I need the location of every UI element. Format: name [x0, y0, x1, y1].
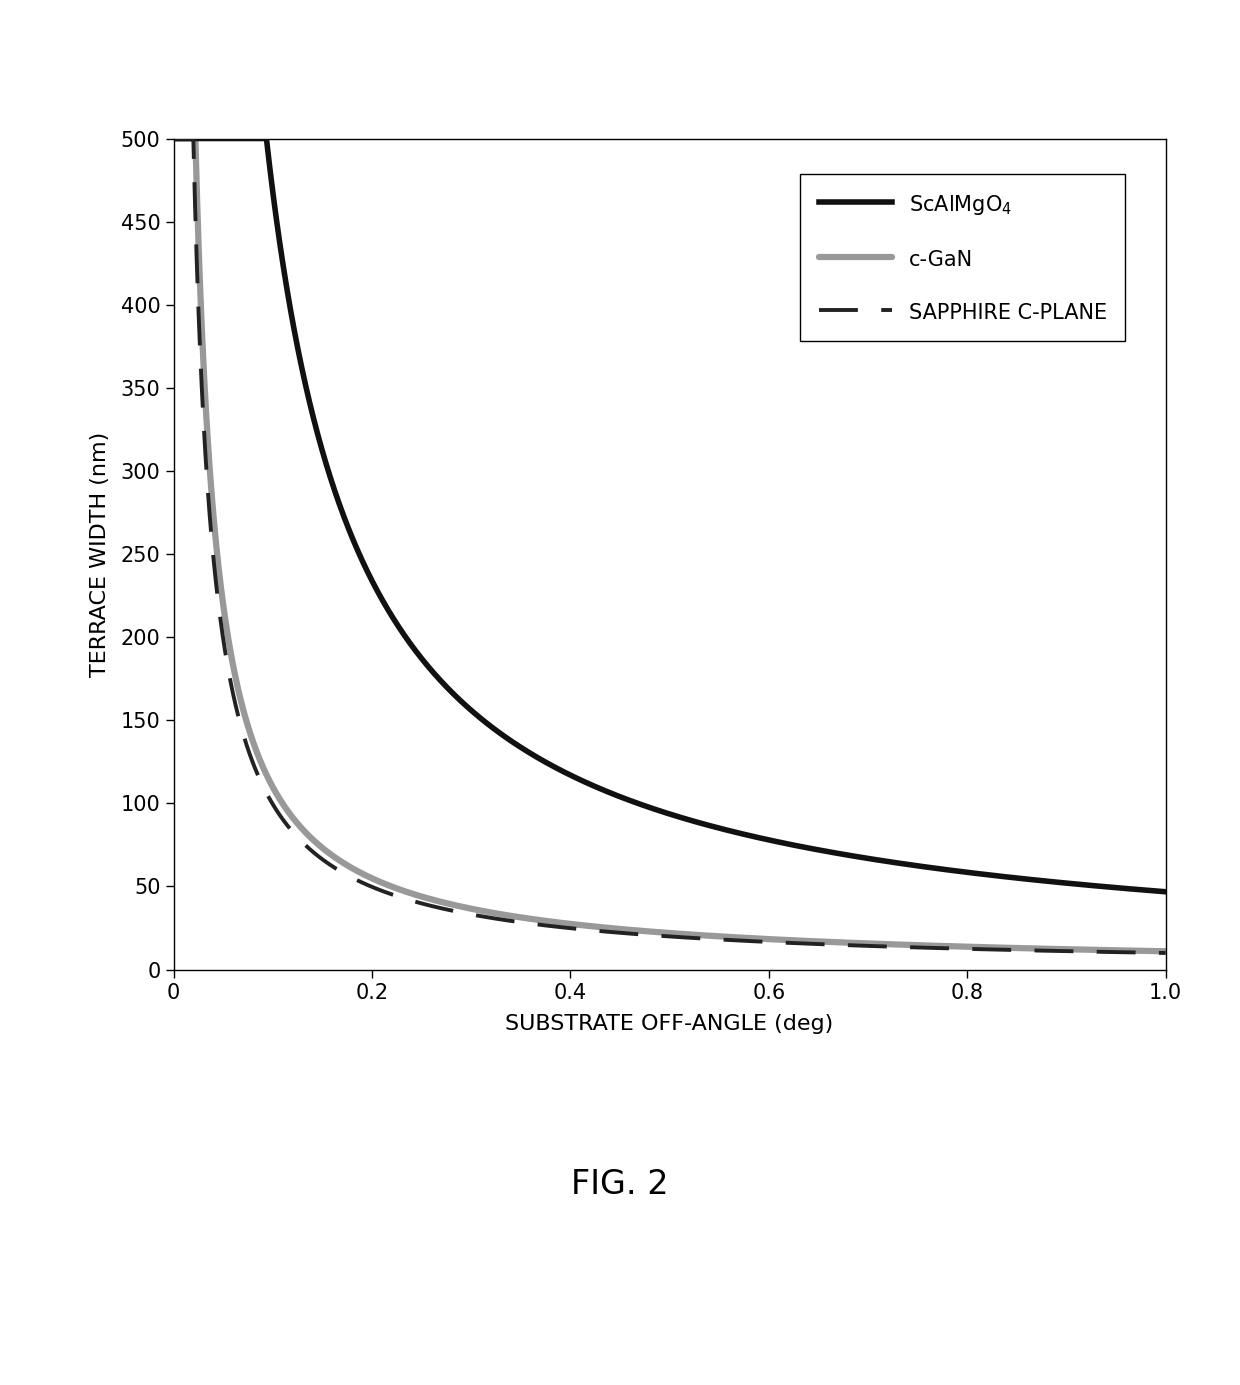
SAPPHIRE C-PLANE	[590, 922, 605, 939]
Text: FIG. 2: FIG. 2	[572, 1168, 668, 1201]
SAPPHIRE C-PLANE	[280, 817, 295, 834]
X-axis label: SUBSTRATE OFF-ANGLE (deg): SUBSTRATE OFF-ANGLE (deg)	[506, 1014, 833, 1033]
SAPPHIRE C-PLANE	[1158, 945, 1173, 961]
SAPPHIRE C-PLANE	[547, 918, 562, 935]
c-GaN	[167, 130, 182, 147]
ScAlMgO$_4$	[590, 780, 605, 796]
Y-axis label: TERRACE WIDTH (nm): TERRACE WIDTH (nm)	[89, 431, 109, 677]
ScAlMgO$_4$	[280, 285, 295, 302]
c-GaN	[280, 802, 295, 819]
SAPPHIRE C-PLANE	[1032, 942, 1047, 958]
SAPPHIRE C-PLANE	[167, 130, 182, 147]
ScAlMgO$_4$	[547, 759, 562, 776]
SAPPHIRE C-PLANE	[339, 867, 353, 884]
ScAlMgO$_4$	[1138, 882, 1153, 899]
Line: SAPPHIRE C-PLANE: SAPPHIRE C-PLANE	[175, 138, 1166, 953]
ScAlMgO$_4$	[339, 515, 353, 532]
ScAlMgO$_4$	[167, 130, 182, 147]
c-GaN	[339, 856, 353, 873]
SAPPHIRE C-PLANE	[1138, 945, 1153, 961]
Line: ScAlMgO$_4$: ScAlMgO$_4$	[175, 138, 1166, 892]
c-GaN	[1032, 940, 1047, 957]
ScAlMgO$_4$	[1032, 873, 1047, 889]
c-GaN	[1138, 943, 1153, 960]
Line: c-GaN: c-GaN	[175, 138, 1166, 951]
c-GaN	[590, 918, 605, 935]
ScAlMgO$_4$	[1158, 884, 1173, 900]
c-GaN	[547, 914, 562, 931]
Legend: ScAlMgO$_4$, c-GaN, SAPPHIRE C-PLANE: ScAlMgO$_4$, c-GaN, SAPPHIRE C-PLANE	[800, 175, 1126, 341]
c-GaN	[1158, 943, 1173, 960]
